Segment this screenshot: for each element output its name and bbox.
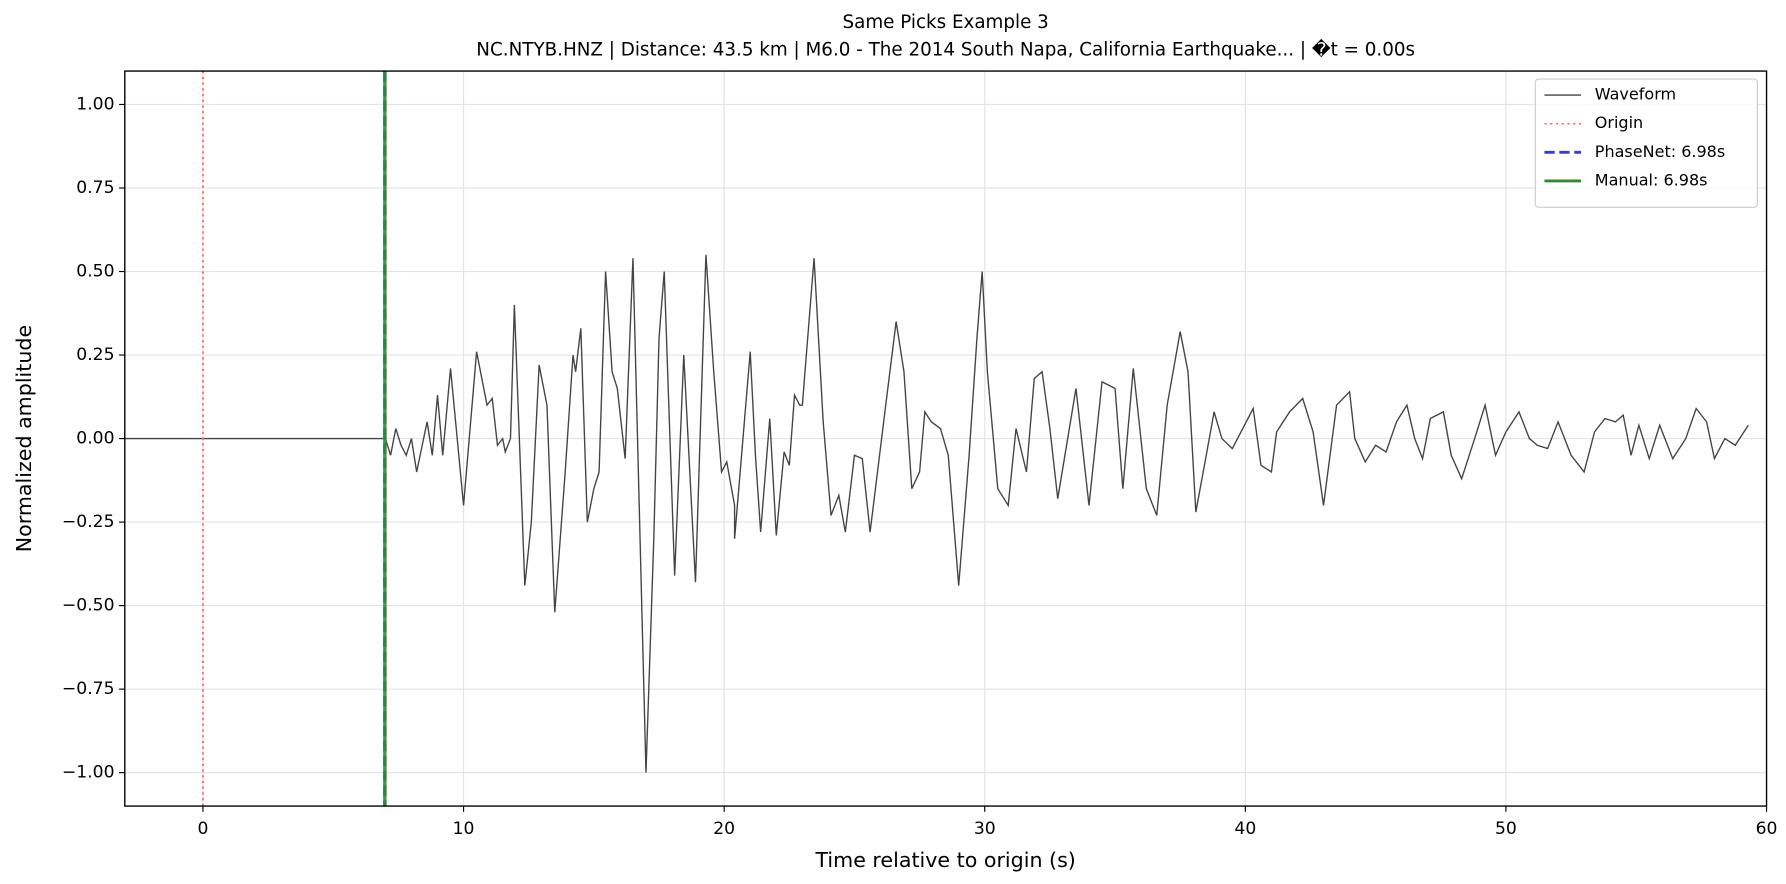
legend-label: PhaseNet: 6.98s bbox=[1595, 142, 1725, 161]
y-tick-label: −0.75 bbox=[62, 679, 115, 699]
x-tick-label: 10 bbox=[453, 819, 475, 839]
y-tick-label: −0.50 bbox=[62, 596, 115, 616]
x-tick-label: 60 bbox=[1756, 819, 1778, 839]
y-tick-label: −1.00 bbox=[62, 763, 115, 783]
legend-box bbox=[1534, 78, 1758, 208]
y-tick-label: 0.75 bbox=[76, 178, 114, 198]
y-tick-label: −0.25 bbox=[62, 512, 115, 532]
legend-label: Waveform bbox=[1595, 85, 1676, 104]
y-tick-label: 0.00 bbox=[76, 429, 114, 449]
axes-frame bbox=[124, 70, 1768, 807]
chart-title: Same Picks Example 3 bbox=[843, 12, 1049, 33]
x-tick-label: 0 bbox=[198, 819, 209, 839]
y-axis-label: Normalized amplitude bbox=[12, 325, 36, 552]
y-tick-label: 0.50 bbox=[76, 262, 114, 282]
waveform-line bbox=[124, 254, 1749, 773]
legend-label: Origin bbox=[1595, 113, 1643, 132]
x-tick-label: 40 bbox=[1234, 819, 1256, 839]
y-tick-label: 0.25 bbox=[76, 345, 114, 365]
y-tick-label: 1.00 bbox=[76, 94, 114, 114]
legend-label: Manual: 6.98s bbox=[1595, 170, 1708, 189]
x-tick-label: 20 bbox=[713, 819, 735, 839]
x-axis-label: Time relative to origin (s) bbox=[814, 848, 1075, 872]
x-tick-label: 50 bbox=[1495, 819, 1517, 839]
chart-subtitle: NC.NTYB.HNZ | Distance: 43.5 km | M6.0 -… bbox=[476, 38, 1415, 60]
x-tick-label: 30 bbox=[974, 819, 996, 839]
